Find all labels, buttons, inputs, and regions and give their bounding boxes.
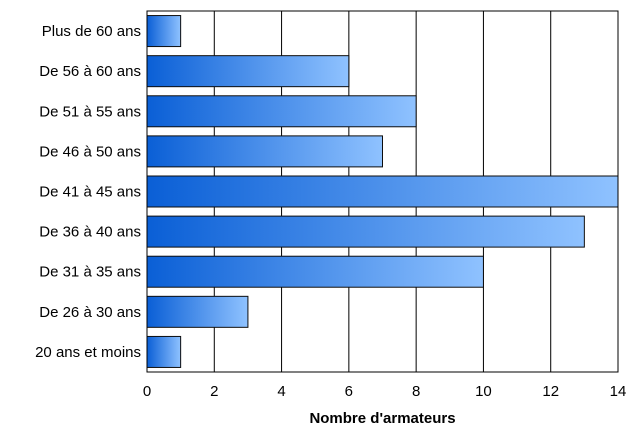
bar-1 (146, 55, 350, 88)
x-tick-label-4: 8 (412, 383, 420, 400)
category-label-1: De 56 à 60 ans (39, 63, 141, 80)
x-tick-label-3: 6 (345, 383, 353, 400)
category-label-2: De 51 à 55 ans (39, 103, 141, 120)
bar-0 (146, 15, 182, 48)
bar-2 (146, 95, 417, 128)
x-tick-label-0: 0 (143, 383, 151, 400)
category-label-4: De 41 à 45 ans (39, 184, 141, 201)
bar-4 (146, 175, 619, 208)
x-tick-label-2: 4 (277, 383, 285, 400)
bar-3 (146, 135, 383, 168)
plot-frame (146, 10, 619, 373)
category-label-7: De 26 à 30 ans (39, 304, 141, 321)
bar-7 (146, 295, 249, 328)
x-axis-title: Nombre d'armateurs (309, 410, 455, 427)
category-label-3: De 46 à 50 ans (39, 143, 141, 160)
x-tick-labels: 0 2 4 6 8 10 12 14 (143, 383, 627, 400)
bar-5 (146, 215, 585, 248)
category-labels: Plus de 60 ans De 56 à 60 ans De 51 à 55 a… (35, 23, 141, 361)
x-tick-label-1: 2 (210, 383, 218, 400)
plot-border (146, 10, 619, 373)
category-label-8: 20 ans et moins (35, 344, 141, 361)
x-tick-label-5: 10 (475, 383, 492, 400)
category-label-5: De 36 à 40 ans (39, 224, 141, 241)
category-label-6: De 31 à 35 ans (39, 264, 141, 281)
category-label-0: Plus de 60 ans (42, 23, 141, 40)
x-tick-label-7: 14 (610, 383, 627, 400)
x-tick-label-6: 12 (542, 383, 559, 400)
bar-6 (146, 255, 484, 288)
bar-8 (146, 335, 182, 368)
bars (146, 15, 619, 368)
